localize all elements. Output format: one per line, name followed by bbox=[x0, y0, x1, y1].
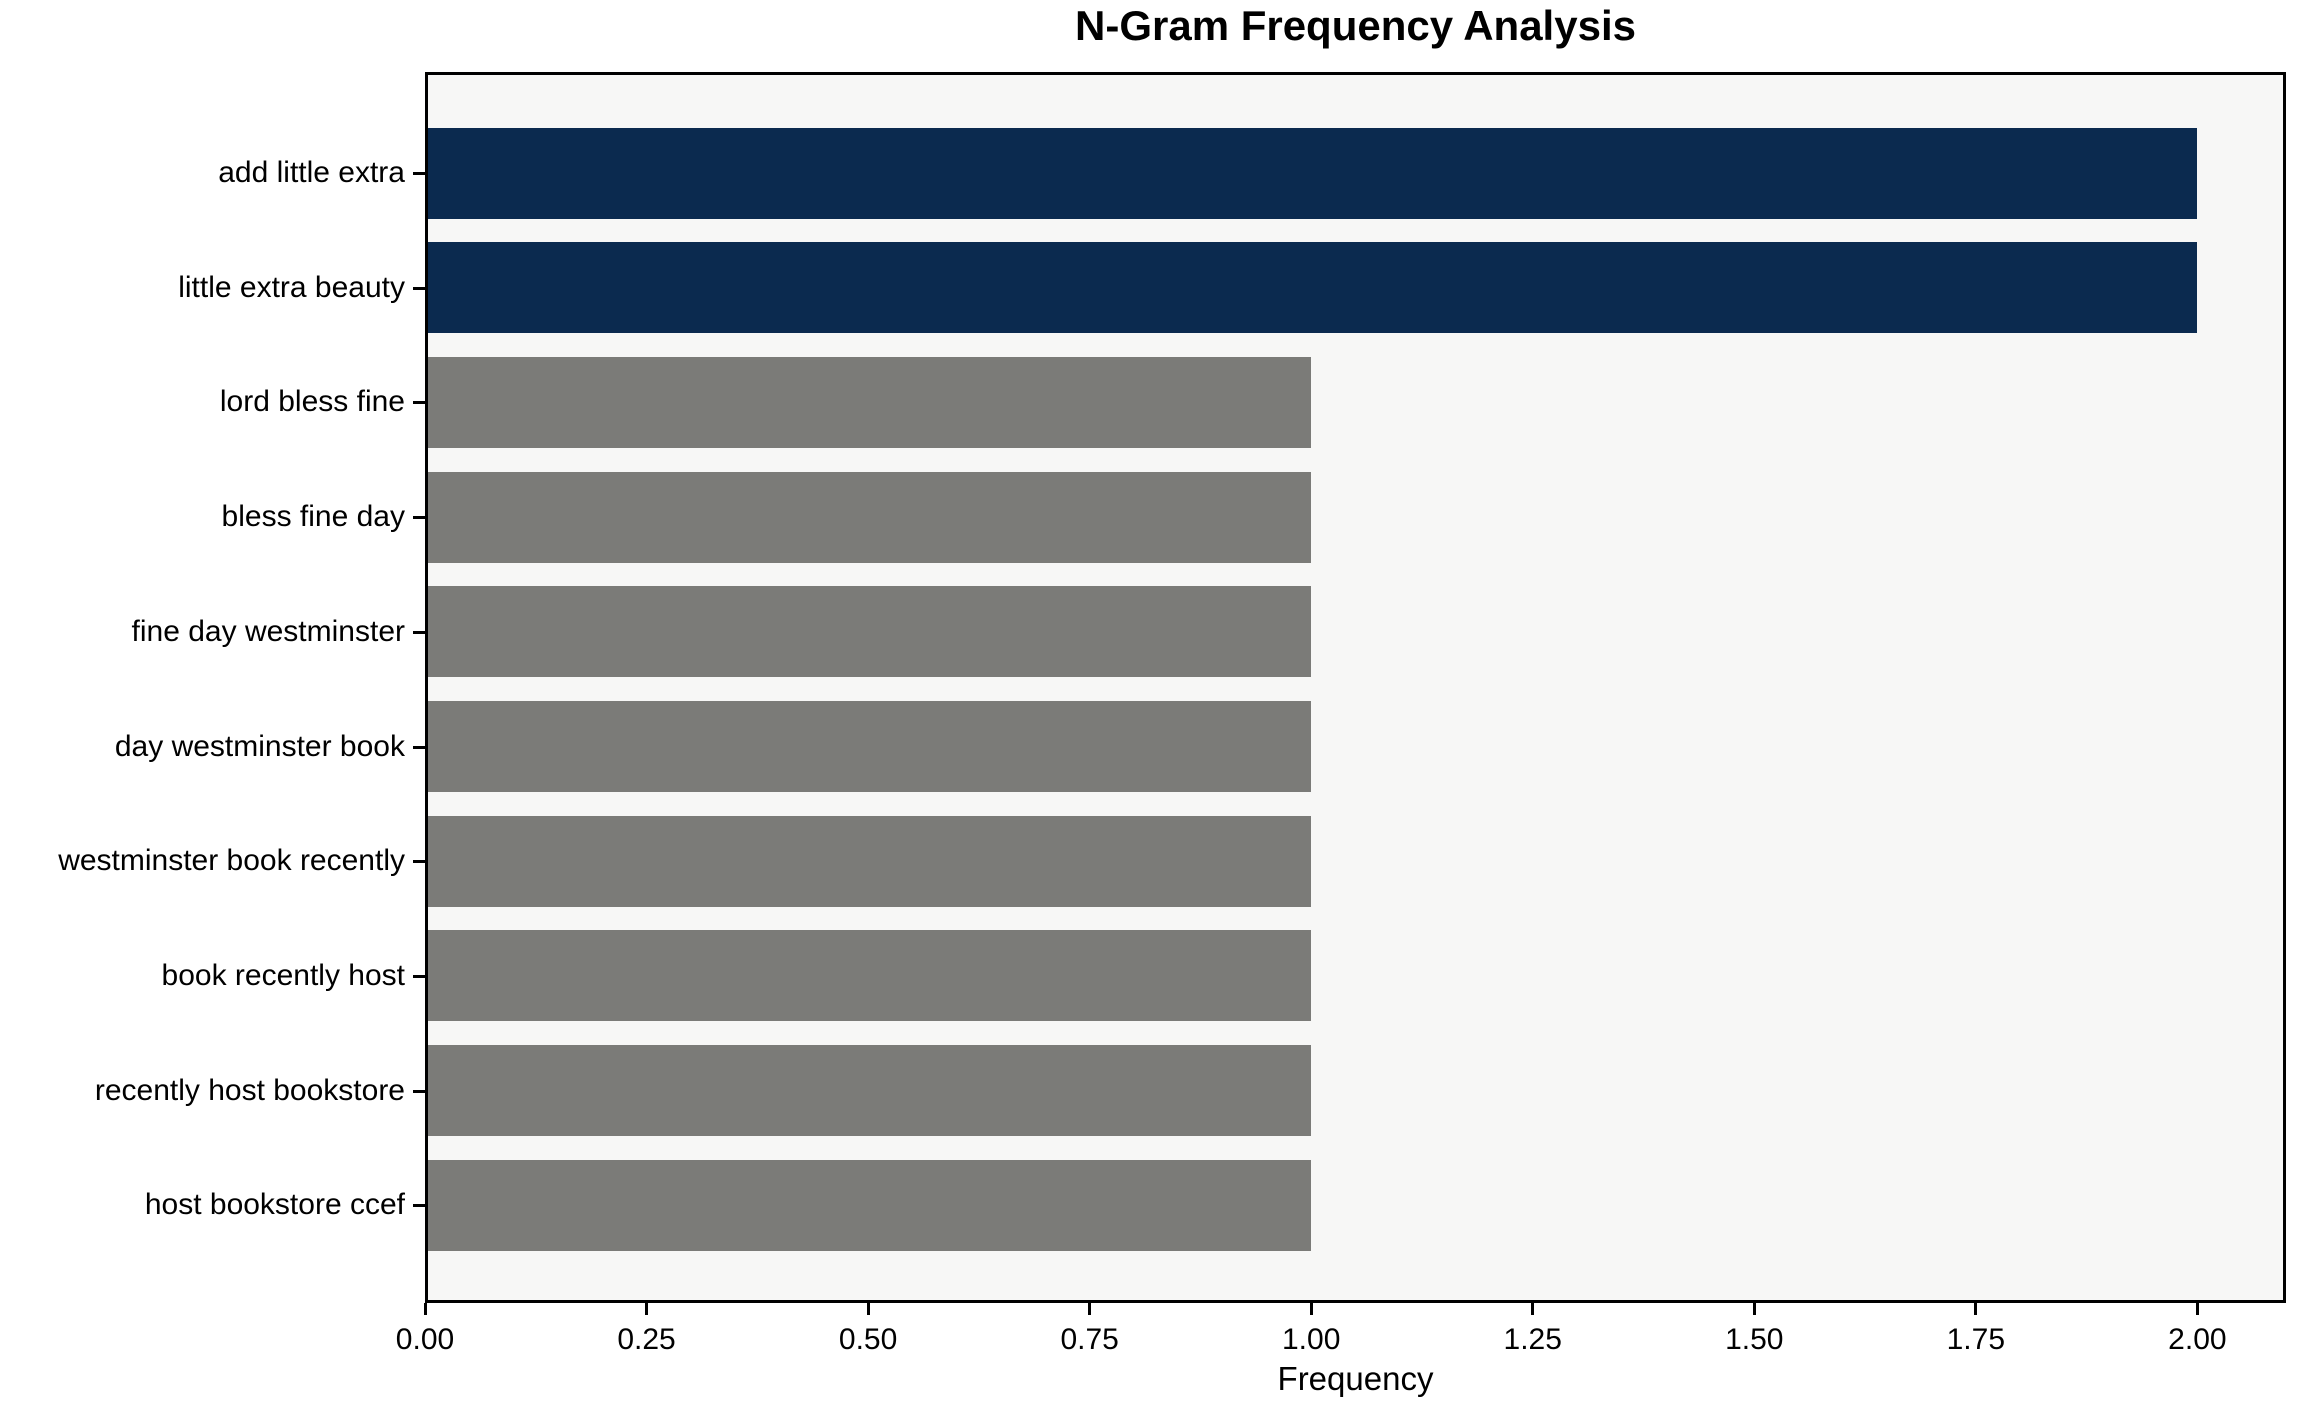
y-tick-mark bbox=[413, 974, 425, 978]
x-tick-mark bbox=[645, 1303, 649, 1315]
bar-recently-host-bookstore bbox=[425, 1045, 1312, 1137]
x-tick-mark bbox=[2195, 1303, 2199, 1315]
y-tick-mark bbox=[413, 1204, 425, 1208]
x-tick-mark bbox=[1752, 1303, 1756, 1315]
x-tick-label: 0.75 bbox=[1060, 1323, 1119, 1356]
y-tick-label: host bookstore ccef bbox=[144, 1188, 405, 1222]
x-tick-mark bbox=[866, 1303, 870, 1315]
y-tick-mark bbox=[413, 286, 425, 290]
bar-host-bookstore-ccef bbox=[425, 1159, 1312, 1251]
x-tick-mark bbox=[423, 1303, 427, 1315]
x-tick-label: 0.00 bbox=[395, 1323, 455, 1356]
bar-book-recently-host bbox=[425, 930, 1312, 1022]
y-tick-mark bbox=[413, 516, 425, 520]
y-tick-label: bless fine day bbox=[221, 500, 405, 534]
x-tick-mark bbox=[1088, 1303, 1092, 1315]
chart-title: N-Gram Frequency Analysis bbox=[1075, 2, 1636, 49]
y-tick-label: fine day westminster bbox=[131, 614, 405, 648]
x-tick-label: 1.75 bbox=[1946, 1323, 2006, 1356]
bar-day-westminster-book bbox=[425, 701, 1312, 792]
x-tick-mark bbox=[1531, 1303, 1535, 1315]
y-tick-label: day westminster book bbox=[114, 729, 405, 763]
bar-westminster-book-recently bbox=[425, 815, 1312, 907]
bar-lord-bless-fine bbox=[425, 356, 1312, 448]
y-tick-mark bbox=[413, 630, 425, 634]
plot-area bbox=[425, 72, 2286, 1303]
x-tick-label: 0.25 bbox=[617, 1323, 676, 1356]
bar-add-little-extra bbox=[425, 127, 2198, 219]
y-tick-label: book recently host bbox=[161, 958, 405, 992]
y-tick-label: little extra beauty bbox=[178, 270, 405, 304]
y-tick-mark bbox=[413, 1089, 425, 1093]
y-tick-label: lord bless fine bbox=[219, 385, 405, 419]
x-tick-label: 1.00 bbox=[1281, 1323, 1341, 1356]
x-tick-label: 1.50 bbox=[1725, 1323, 1784, 1356]
y-tick-label: westminster book recently bbox=[58, 844, 405, 878]
x-tick-mark bbox=[1309, 1303, 1313, 1315]
x-tick-label: 2.00 bbox=[2168, 1323, 2227, 1356]
y-tick-mark bbox=[413, 745, 425, 749]
bar-bless-fine-day bbox=[425, 471, 1312, 563]
bar-fine-day-westminster bbox=[425, 586, 1312, 678]
x-axis-title: Frequency bbox=[1277, 1360, 1434, 1397]
bar-little-extra-beauty bbox=[425, 242, 2198, 334]
y-tick-label: add little extra bbox=[218, 156, 405, 189]
y-tick-mark bbox=[413, 401, 425, 405]
x-tick-label: 0.50 bbox=[838, 1323, 898, 1356]
x-tick-mark bbox=[1974, 1303, 1978, 1315]
y-tick-mark bbox=[413, 172, 425, 175]
x-tick-label: 1.25 bbox=[1503, 1323, 1562, 1356]
y-tick-mark bbox=[413, 860, 425, 864]
y-tick-label: recently host bookstore bbox=[94, 1073, 405, 1107]
